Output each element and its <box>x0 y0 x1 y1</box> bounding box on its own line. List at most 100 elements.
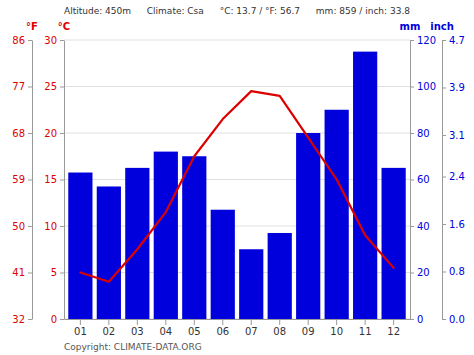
tick: 2.4 <box>442 171 465 182</box>
tick: 08 <box>273 319 286 337</box>
tick: 09 <box>302 319 315 337</box>
tick-mark <box>28 40 32 41</box>
tick-label: 100 <box>417 81 436 92</box>
tick: 15 <box>44 174 64 185</box>
tick: 77 <box>12 81 32 92</box>
tick-mark <box>442 319 446 320</box>
tick: 0 <box>51 314 64 325</box>
bar <box>125 168 149 319</box>
x-axis: 010203040506070809101112 <box>65 319 411 337</box>
tick-mark <box>442 40 446 41</box>
annotation: mm: 859 / inch: 33.8 <box>316 6 410 16</box>
tick: 06 <box>216 319 229 337</box>
bars <box>68 52 405 319</box>
tick: 0 <box>410 314 423 325</box>
tick: 07 <box>245 319 258 337</box>
tick-mark <box>60 226 64 227</box>
tick-label: 1.6 <box>449 219 465 230</box>
tick-mark <box>60 40 64 41</box>
tick-mark <box>279 319 280 325</box>
tick-label: 11 <box>359 326 372 337</box>
tick: 100 <box>410 81 436 92</box>
tick-mark <box>442 224 446 225</box>
tick-label: 40 <box>417 221 430 232</box>
y2-axis: 0 20 40 60 80 100 120 <box>410 35 436 325</box>
tick: 68 <box>12 128 32 139</box>
tick: 59 <box>12 174 32 185</box>
tick-mark <box>410 226 414 227</box>
tick-label: 0.0 <box>449 314 465 325</box>
tick-mark <box>251 319 252 325</box>
tick-mark <box>60 133 64 134</box>
grid-line <box>64 40 410 41</box>
tick-mark <box>194 319 195 325</box>
tick: 05 <box>188 319 201 337</box>
axis-label: inch <box>430 21 454 32</box>
tick-mark <box>80 319 81 325</box>
axis-line <box>442 41 443 320</box>
tick: 04 <box>159 319 172 337</box>
tick-mark <box>365 319 366 325</box>
annotation: Climate: Csa <box>147 6 204 16</box>
tick-mark <box>28 226 32 227</box>
tick-label: 30 <box>44 35 57 46</box>
annotation: Altitude: 450m <box>64 6 131 16</box>
tick-label: 15 <box>44 174 57 185</box>
tick-label: 41 <box>12 267 25 278</box>
tick: 86 <box>12 35 32 46</box>
tick-label: 50 <box>12 221 25 232</box>
tick-label: 77 <box>12 81 25 92</box>
tick-label: 01 <box>74 326 87 337</box>
tick-mark <box>108 319 109 325</box>
bar <box>353 52 377 319</box>
axis-label: °C <box>58 21 70 32</box>
tick: 30 <box>44 35 64 46</box>
tick-label: 10 <box>44 221 57 232</box>
tick-label: 25 <box>44 81 57 92</box>
tick-label: 09 <box>302 326 315 337</box>
tick: 25 <box>44 81 64 92</box>
tick: 20 <box>44 128 64 139</box>
tick-label: 3.9 <box>449 82 465 93</box>
tick-mark <box>410 87 414 88</box>
tick-label: 120 <box>417 35 436 46</box>
y3-axis: 32 41 50 59 68 77 86 <box>12 35 32 325</box>
tick-mark <box>60 180 64 181</box>
tick-label: 03 <box>131 326 144 337</box>
tick-label: 60 <box>417 174 430 185</box>
axis-line <box>64 41 65 320</box>
tick-label: 5 <box>51 267 57 278</box>
tick: 80 <box>410 128 430 139</box>
axis-label: mm <box>400 21 421 32</box>
bar <box>382 168 406 319</box>
tick: 02 <box>102 319 115 337</box>
bar <box>239 249 263 319</box>
tick-mark <box>442 135 446 136</box>
bar <box>268 233 292 319</box>
tick-mark <box>410 319 414 320</box>
tick-label: 12 <box>387 326 400 337</box>
y4-axis: 0.00.81.62.43.13.94.7 <box>442 35 465 325</box>
tick-mark <box>28 319 32 320</box>
tick: 5 <box>51 267 64 278</box>
tick: 1.6 <box>442 219 465 230</box>
tick-label: 20 <box>417 267 430 278</box>
bar <box>97 186 121 319</box>
bar <box>211 210 235 319</box>
tick: 03 <box>131 319 144 337</box>
tick-label: 0 <box>417 314 423 325</box>
tick: 120 <box>410 35 436 46</box>
tick: 41 <box>12 267 32 278</box>
tick-mark <box>137 319 138 325</box>
tick: 12 <box>387 319 400 337</box>
tick-mark <box>442 87 446 88</box>
axis-line <box>65 319 411 320</box>
bar <box>68 173 92 319</box>
tick-label: 32 <box>12 314 25 325</box>
annotation: Copyright: CLIMATE-DATA.ORG <box>64 342 202 352</box>
bar <box>182 156 206 319</box>
tick: 11 <box>359 319 372 337</box>
tick-label: 08 <box>273 326 286 337</box>
plot-area <box>68 52 405 319</box>
tick-mark <box>60 273 64 274</box>
